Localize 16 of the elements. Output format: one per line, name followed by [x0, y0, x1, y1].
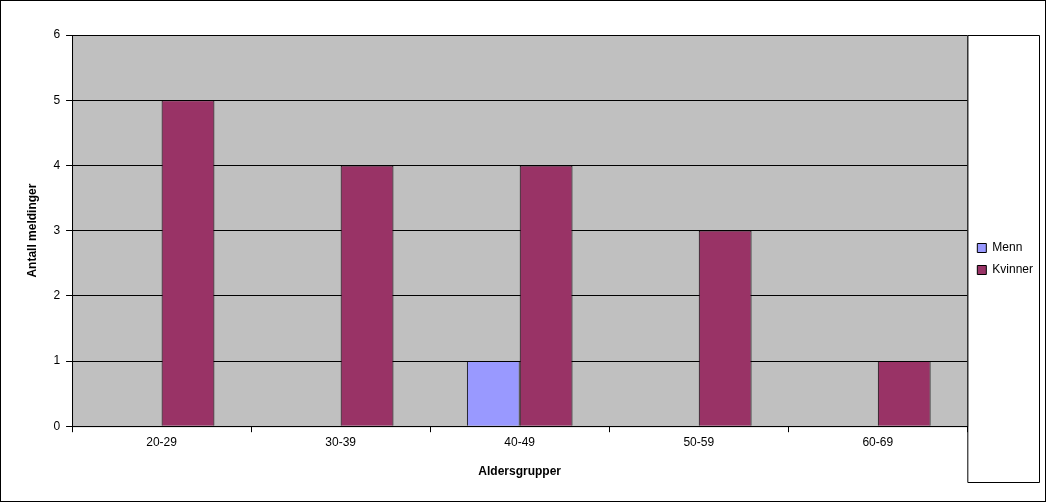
x-axis-title: Aldersgrupper [478, 464, 562, 479]
y-tick-label: 1 [53, 353, 61, 368]
x-tick-label: 30-39 [325, 434, 357, 449]
y-tick-label: 2 [53, 288, 61, 303]
y-tick-label: 3 [53, 222, 61, 237]
legend-label: Menn [992, 240, 1023, 255]
y-tick-label: 4 [53, 157, 61, 172]
y-tick-label: 6 [53, 27, 61, 42]
x-tick-label: 60-69 [862, 434, 894, 449]
y-axis-title: Antall meldinger [24, 183, 39, 278]
x-tick-label: 20-29 [146, 434, 178, 449]
y-tick-label: 5 [53, 92, 61, 107]
x-tick-label: 50-59 [683, 434, 715, 449]
x-tick-label: 40-49 [504, 434, 536, 449]
y-tick-label: 0 [53, 418, 61, 433]
legend-label: Kvinner [992, 262, 1033, 277]
